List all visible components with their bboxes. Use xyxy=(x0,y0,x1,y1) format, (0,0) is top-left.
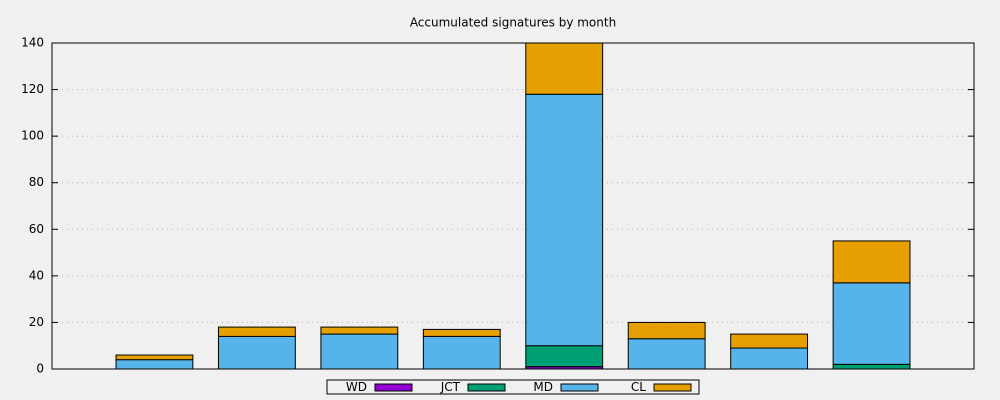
bar-segment xyxy=(627,321,706,340)
bar-segment xyxy=(832,363,911,370)
bar-segment xyxy=(730,347,809,370)
y-tick-label: 140 xyxy=(21,36,44,50)
legend-swatch xyxy=(374,383,413,392)
legend-label: WD xyxy=(346,380,367,394)
plot-frame xyxy=(51,42,975,370)
legend-box xyxy=(326,379,700,395)
bar-segment xyxy=(320,326,399,335)
bar-segment xyxy=(832,240,911,284)
legend-label: JCT xyxy=(440,380,461,394)
y-tick-label: 100 xyxy=(21,129,44,143)
bar-segment xyxy=(832,282,911,365)
y-tick-label: 0 xyxy=(36,362,44,376)
legend-swatch xyxy=(467,383,506,392)
bar-segment xyxy=(217,326,296,337)
bar-segment xyxy=(217,335,296,370)
legend-swatch xyxy=(560,383,599,392)
y-tick-label: 20 xyxy=(29,315,44,329)
bar-segment xyxy=(730,333,809,349)
bar-segment xyxy=(525,42,604,95)
legend-label: CL xyxy=(631,380,646,394)
bar-segment xyxy=(627,338,706,370)
bar-segment xyxy=(320,333,399,370)
bar-segment xyxy=(115,354,194,361)
bar-segment xyxy=(422,335,501,370)
y-tick-label: 120 xyxy=(21,82,44,96)
bar-segment xyxy=(525,93,604,347)
chart-title: Accumulated signatures by month xyxy=(410,16,616,30)
y-tick-label: 80 xyxy=(29,175,44,189)
legend-swatch xyxy=(653,383,692,392)
y-tick-label: 60 xyxy=(29,222,44,236)
bar-segment xyxy=(115,359,194,370)
y-tick-label: 40 xyxy=(29,268,44,282)
bar-segment xyxy=(525,345,604,368)
legend-label: MD xyxy=(533,380,553,394)
bar-segment xyxy=(422,328,501,337)
